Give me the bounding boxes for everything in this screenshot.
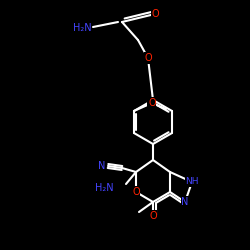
- Text: O: O: [144, 53, 152, 63]
- Text: H₂N: H₂N: [96, 183, 114, 193]
- Text: NH: NH: [185, 178, 199, 186]
- Text: N: N: [181, 197, 189, 207]
- Text: O: O: [148, 98, 156, 108]
- Text: O: O: [132, 187, 140, 197]
- Text: O: O: [149, 211, 157, 221]
- Text: N: N: [98, 161, 105, 171]
- Text: O: O: [151, 9, 159, 19]
- Text: H₂N: H₂N: [73, 23, 91, 33]
